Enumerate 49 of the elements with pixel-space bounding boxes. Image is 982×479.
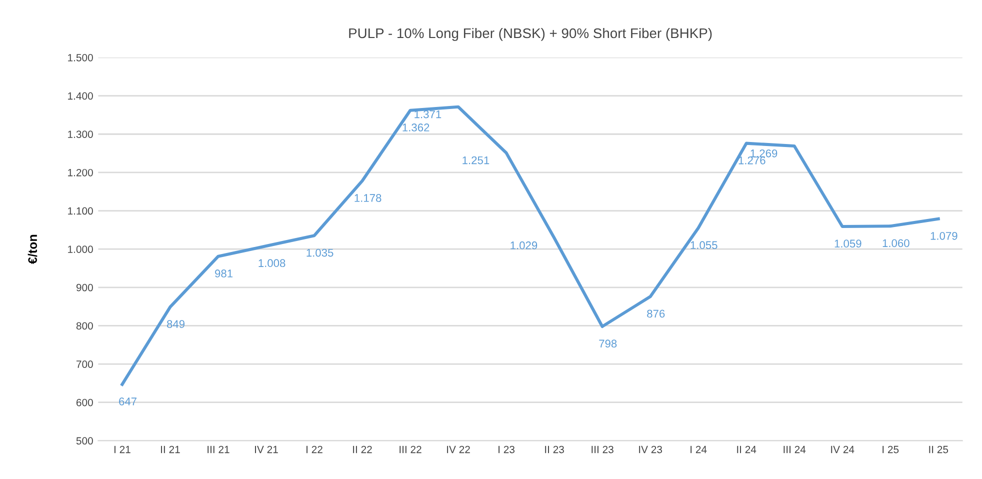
data-label: 1.276 <box>738 156 766 164</box>
x-tick-label: III 22 <box>400 446 422 454</box>
chart-title: PULP - 10% Long Fiber (NBSK) + 90% Short Fiber (BHKP) <box>349 28 712 41</box>
x-tick-label: II 21 <box>161 446 180 454</box>
data-label: 1.251 <box>462 156 490 164</box>
data-label: 1.079 <box>930 232 958 240</box>
y-tick-label: 1.400 <box>68 92 93 100</box>
x-tick-label: IV 21 <box>255 446 278 454</box>
x-tick-label: IV 23 <box>639 446 662 454</box>
y-tick-label: 1.500 <box>68 54 93 62</box>
data-label: 1.178 <box>354 194 382 202</box>
x-tick-label: IV 22 <box>447 446 470 454</box>
data-label: 1.371 <box>414 110 442 118</box>
data-label: 1.362 <box>402 124 430 132</box>
data-label: 647 <box>119 398 136 406</box>
y-tick-label: 700 <box>76 360 93 368</box>
y-tick-label: 500 <box>76 437 93 445</box>
x-tick-label: III 24 <box>784 446 806 454</box>
data-label: 1.059 <box>834 240 862 248</box>
x-tick-label: I 23 <box>498 446 515 454</box>
x-tick-label: IV 24 <box>831 446 854 454</box>
x-tick-label: II 23 <box>545 446 564 454</box>
data-label: 849 <box>166 320 185 328</box>
y-tick-label: 1.200 <box>68 168 93 176</box>
data-label: 981 <box>215 270 233 278</box>
x-tick-label: I 24 <box>690 446 707 454</box>
data-label: 798 <box>599 340 617 348</box>
data-label: 1.055 <box>690 241 718 250</box>
y-tick-label: 1.000 <box>68 246 93 253</box>
x-tick-label: III 23 <box>592 446 614 454</box>
x-tick-label: III 21 <box>208 446 230 454</box>
data-label: 1.060 <box>882 239 910 248</box>
y-tick-label: 900 <box>76 284 93 292</box>
x-tick-label: I 25 <box>882 446 899 454</box>
data-label: 1.035 <box>306 248 334 257</box>
data-label: 1.008 <box>258 259 286 268</box>
y-tick-label: 800 <box>76 322 93 330</box>
x-tick-label: I 21 <box>114 446 130 454</box>
x-tick-label: I 22 <box>306 446 322 454</box>
data-label: 1.269 <box>750 149 778 158</box>
y-tick-label: 1.300 <box>68 130 93 138</box>
x-tick-label: II 24 <box>737 446 756 454</box>
y-axis-title: €/ton <box>28 234 38 264</box>
y-tick-label: 1.100 <box>68 207 93 215</box>
x-tick-label: II 22 <box>353 446 372 454</box>
y-tick-label: 600 <box>76 398 93 406</box>
x-tick-label: II 25 <box>929 446 948 454</box>
data-label: 876 <box>647 310 665 318</box>
data-label: 1.029 <box>510 241 538 250</box>
